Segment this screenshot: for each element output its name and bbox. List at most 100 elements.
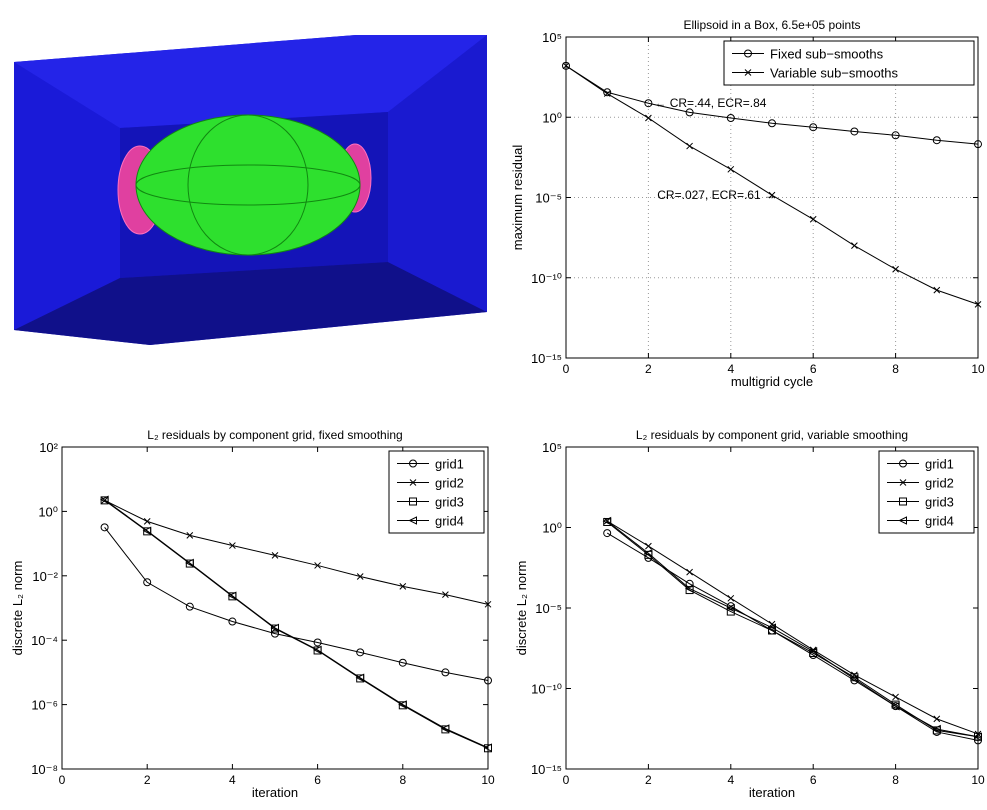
y-tick-label: 10⁰ <box>38 504 58 519</box>
y-tick-label: 10² <box>39 440 58 455</box>
legend-label: grid3 <box>925 495 954 510</box>
marker <box>849 674 859 684</box>
marker <box>850 127 859 136</box>
marker <box>686 568 693 576</box>
y-tick-label: 10⁰ <box>542 521 562 536</box>
chart-title: Ellipsoid in a Box, 6.5e+05 points <box>683 18 860 32</box>
axes-frame <box>565 36 979 359</box>
marker <box>355 673 365 683</box>
marker <box>143 578 152 587</box>
y-tick-label: 10⁻¹⁰ <box>531 682 562 697</box>
marker <box>727 165 735 173</box>
box-floor <box>14 262 487 345</box>
x-tick-label: 4 <box>727 362 734 376</box>
x-tick-label: 6 <box>810 773 817 787</box>
marker <box>440 724 450 733</box>
box-top <box>14 35 487 128</box>
marker <box>484 600 492 608</box>
marker <box>851 242 858 250</box>
marker <box>228 617 237 626</box>
y-tick-label: 10⁻⁴ <box>31 633 58 648</box>
marker <box>768 119 776 128</box>
marker <box>892 693 899 701</box>
marker <box>973 732 982 742</box>
marker <box>890 701 900 711</box>
marker <box>686 142 693 150</box>
ellipsoid <box>135 114 361 256</box>
marker <box>603 529 612 538</box>
x-tick-label: 10 <box>971 773 985 787</box>
marker <box>185 558 194 568</box>
line <box>104 499 489 605</box>
y-tick-label: 10⁻⁵ <box>535 601 562 616</box>
marker <box>100 523 109 532</box>
y-tick-label: 10⁻⁶ <box>31 698 58 713</box>
y-tick-label: 10⁻¹⁵ <box>531 351 562 366</box>
y-tick-label: 10⁻⁵ <box>535 191 562 206</box>
marker <box>484 676 492 685</box>
marker <box>726 113 735 122</box>
y-tick-label: 10⁻⁸ <box>31 762 58 777</box>
marker <box>441 668 450 677</box>
marker <box>974 140 982 149</box>
marker <box>398 700 407 709</box>
x-tick-label: 6 <box>810 362 817 376</box>
marker <box>932 724 941 734</box>
marker <box>892 265 899 273</box>
legend-label: grid2 <box>925 476 954 491</box>
marker <box>808 647 818 656</box>
x-axis-label: iteration <box>749 785 795 800</box>
marker <box>891 131 900 140</box>
axes-frame <box>565 446 979 770</box>
legend-label: grid2 <box>435 476 464 491</box>
legend <box>388 450 485 534</box>
ellipsoid-mesh <box>187 114 309 256</box>
legend-marker <box>409 497 417 506</box>
x-tick-label: 10 <box>481 773 495 787</box>
y-tick-label: 10⁵ <box>542 440 562 455</box>
x-tick-label: 2 <box>645 773 652 787</box>
y-tick-label: 10⁰ <box>542 110 562 125</box>
marker <box>399 583 407 590</box>
legend-marker <box>409 479 417 486</box>
line <box>606 520 979 735</box>
y-axis-label: maximum residual <box>510 145 525 251</box>
marker <box>142 526 152 536</box>
ellipsoid-render <box>14 35 487 345</box>
marker <box>768 620 776 628</box>
legend-label: Fixed sub−smooths <box>770 47 884 62</box>
axes-frame <box>61 446 489 770</box>
chart-title: L₂ residuals by component grid, fixed sm… <box>147 428 402 442</box>
marker <box>562 62 570 70</box>
marker <box>809 123 818 132</box>
annotation: CR=.027, ECR=.61 → <box>657 188 776 202</box>
x-tick-label: 4 <box>727 773 734 787</box>
marker <box>603 88 612 97</box>
y-tick-label: 10⁵ <box>542 30 562 45</box>
marker <box>684 584 694 593</box>
marker <box>974 301 982 308</box>
legend-marker <box>408 516 417 525</box>
line <box>606 520 979 738</box>
marker <box>99 495 109 505</box>
x-tick-label: 2 <box>645 362 652 376</box>
y-axis-label: discrete L₂ norm <box>514 561 529 656</box>
marker <box>356 573 364 580</box>
marker <box>644 99 653 108</box>
x-tick-label: 10 <box>971 362 985 376</box>
x-tick-label: 6 <box>314 773 321 787</box>
marker <box>314 562 321 569</box>
legend-marker <box>744 69 752 76</box>
marker <box>603 90 611 97</box>
x-tick-label: 0 <box>59 773 66 787</box>
marker <box>312 645 322 655</box>
legend-label: grid1 <box>925 457 954 472</box>
x-tick-label: 2 <box>144 773 151 787</box>
marker <box>483 743 492 752</box>
legend-label: grid3 <box>435 495 464 510</box>
marker <box>356 648 365 657</box>
x-tick-label: 8 <box>892 362 899 376</box>
marker <box>186 532 194 539</box>
marker <box>442 591 449 598</box>
